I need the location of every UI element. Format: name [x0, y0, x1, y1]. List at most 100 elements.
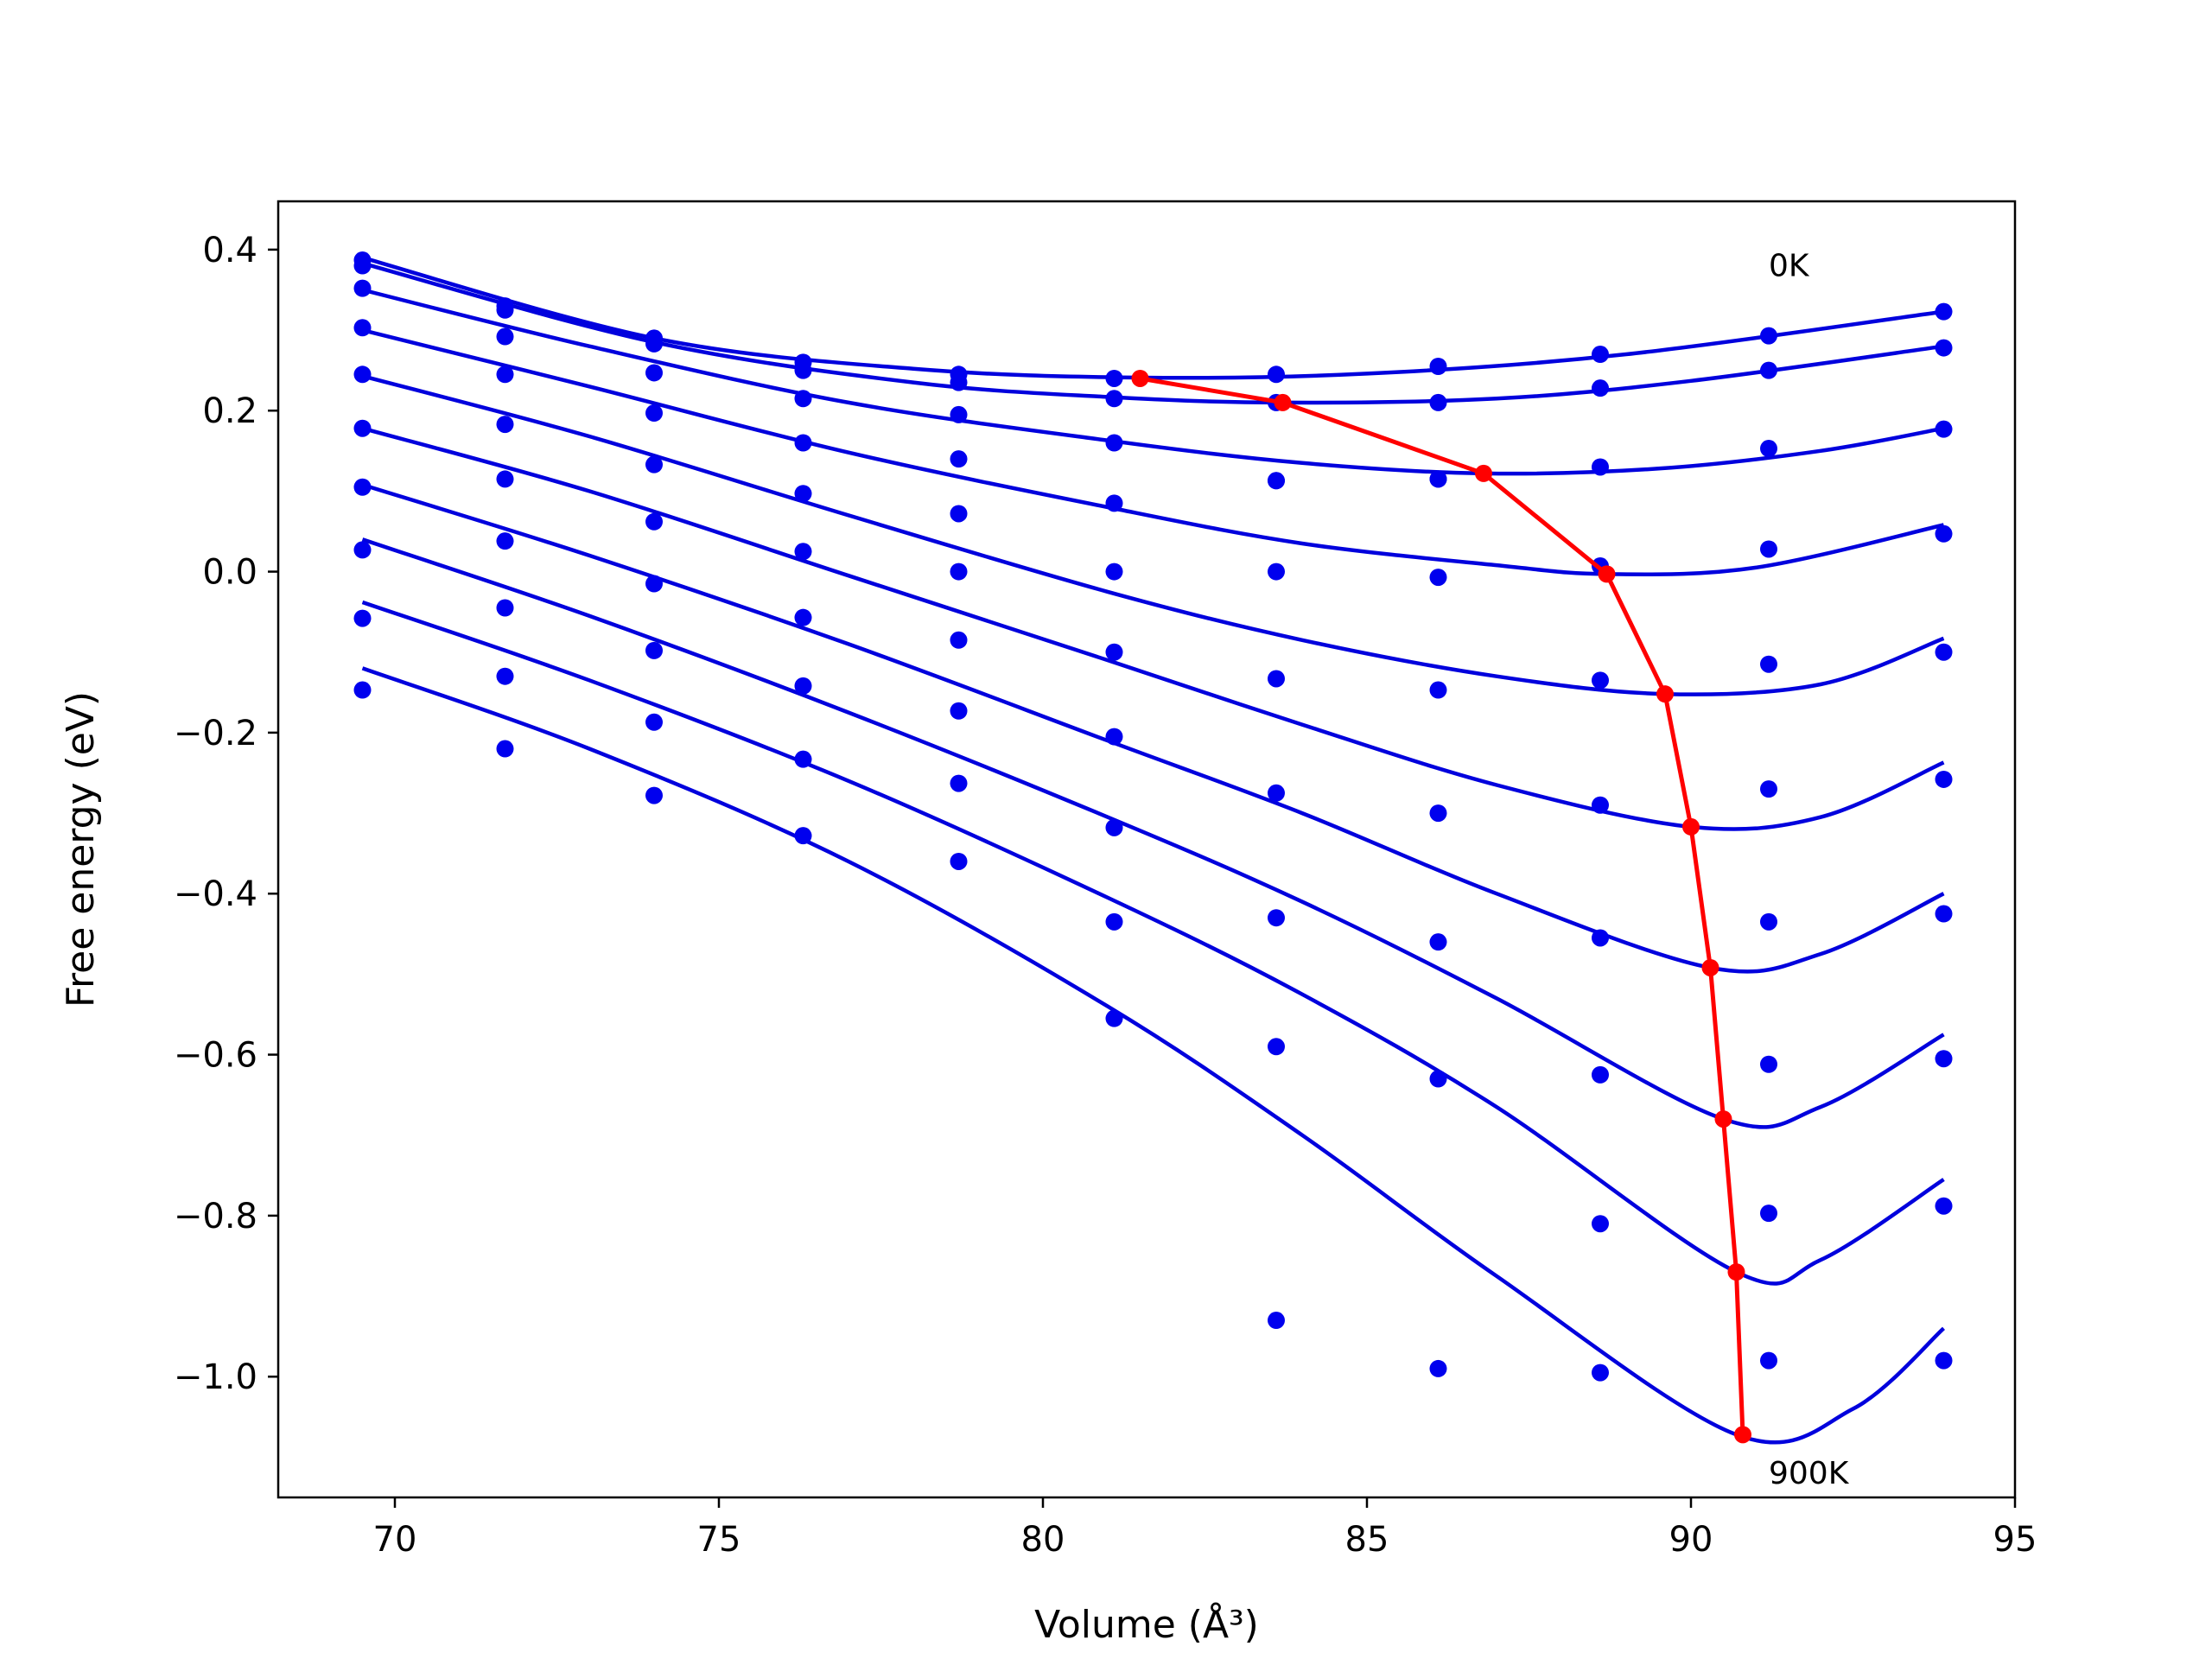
data-point-800K-9	[1760, 1205, 1777, 1223]
data-point-800K-2	[645, 713, 663, 731]
data-point-300K-9	[1760, 540, 1777, 558]
data-point-500K-6	[1268, 670, 1285, 688]
fit-curve-700K	[361, 537, 1945, 1129]
data-point-200K-10	[1935, 420, 1953, 438]
data-point-800K-8	[1592, 1215, 1609, 1233]
data-point-0K-5	[1105, 369, 1123, 387]
minimum-point-4	[1656, 685, 1674, 703]
minimum-point-0	[1131, 369, 1149, 387]
data-point-700K-3	[794, 677, 812, 695]
data-point-600K-6	[1268, 784, 1285, 802]
data-point-100K-3	[794, 361, 812, 379]
data-point-700K-9	[1760, 1055, 1777, 1073]
data-point-500K-7	[1429, 681, 1447, 699]
y-axis-label: Free energy (eV)	[59, 691, 103, 1007]
y-tick-label-5: −0.6	[174, 1036, 257, 1076]
plot-frame	[276, 200, 2017, 1499]
data-point-900K-8	[1592, 1363, 1609, 1382]
x-tick-label-90: 90	[1669, 1520, 1713, 1560]
data-point-200K-4	[950, 405, 968, 423]
data-point-900K-10	[1935, 1351, 1953, 1370]
y-tick-label-1: 0.2	[202, 391, 257, 431]
data-point-900K-9	[1760, 1351, 1777, 1370]
data-point-200K-1	[496, 327, 514, 346]
data-point-100K-1	[496, 301, 514, 319]
data-point-200K-8	[1592, 458, 1609, 476]
data-point-700K-4	[950, 702, 968, 720]
data-point-0K-9	[1760, 327, 1777, 345]
data-point-800K-3	[794, 750, 812, 768]
data-point-900K-4	[950, 852, 968, 870]
data-point-300K-5	[1105, 494, 1123, 512]
x-tick-label-95: 95	[1993, 1520, 2037, 1560]
data-point-100K-9	[1760, 361, 1777, 379]
data-point-100K-7	[1429, 393, 1447, 411]
data-point-100K-2	[645, 334, 663, 353]
data-point-800K-7	[1429, 1070, 1447, 1088]
data-point-400K-0	[353, 365, 372, 384]
fit-curve-300K	[361, 327, 1945, 576]
data-point-300K-3	[794, 434, 812, 452]
data-point-700K-2	[645, 641, 663, 659]
data-point-800K-6	[1268, 1038, 1285, 1056]
minimum-point-6	[1701, 958, 1719, 976]
data-point-800K-5	[1105, 912, 1123, 931]
data-point-500K-5	[1105, 643, 1123, 661]
data-point-600K-2	[645, 575, 663, 593]
data-point-900K-6	[1268, 1312, 1285, 1330]
fit-curve-200K	[361, 288, 1944, 476]
data-point-300K-10	[1935, 524, 1953, 543]
data-point-400K-4	[950, 505, 968, 523]
data-point-700K-5	[1105, 818, 1123, 836]
data-point-700K-8	[1592, 1065, 1609, 1084]
data-point-200K-5	[1105, 434, 1123, 452]
data-point-0K-6	[1268, 365, 1285, 384]
y-tick-label-6: −0.8	[174, 1197, 257, 1236]
minimum-point-3	[1598, 565, 1616, 583]
data-point-400K-3	[794, 485, 812, 503]
data-point-300K-0	[353, 319, 372, 337]
annotations: 0K 900K	[1769, 249, 1850, 1492]
data-point-0K-10	[1935, 302, 1953, 321]
data-point-200K-3	[794, 390, 812, 408]
data-point-500K-1	[496, 470, 514, 488]
data-point-700K-10	[1935, 1050, 1953, 1068]
fit-curve-500K	[361, 426, 1945, 831]
data-point-900K-1	[496, 740, 514, 758]
data-point-100K-0	[353, 257, 372, 275]
x-tick-label-85: 85	[1345, 1520, 1389, 1560]
data-point-600K-7	[1429, 804, 1447, 823]
y-tick-label-0: 0.4	[202, 231, 257, 270]
data-point-400K-10	[1935, 643, 1953, 661]
data-point-900K-0	[353, 681, 372, 699]
data-point-600K-3	[794, 608, 812, 626]
annotation-900K: 900K	[1769, 1456, 1850, 1491]
y-tick-label-4: −0.4	[174, 874, 257, 914]
data-point-400K-7	[1429, 569, 1447, 587]
minimum-point-8	[1727, 1263, 1745, 1281]
data-point-600K-9	[1760, 912, 1777, 931]
data-point-600K-10	[1935, 905, 1953, 923]
fit-curve-400K	[361, 374, 1945, 696]
data-point-600K-4	[950, 631, 968, 649]
fit-curve-900K	[361, 666, 1945, 1445]
data-point-200K-2	[645, 364, 663, 382]
data-point-100K-5	[1105, 390, 1123, 408]
y-tick-label-2: 0.0	[202, 553, 257, 593]
data-point-0K-7	[1429, 357, 1447, 375]
data-point-400K-8	[1592, 671, 1609, 690]
data-point-200K-0	[353, 279, 372, 297]
data-point-900K-3	[794, 827, 812, 845]
data-point-700K-7	[1429, 933, 1447, 951]
data-point-800K-0	[353, 609, 372, 627]
data-point-600K-5	[1105, 728, 1123, 746]
data-point-800K-1	[496, 667, 514, 685]
minimum-point-1	[1274, 393, 1292, 411]
data-point-600K-0	[353, 478, 372, 496]
minimum-point-5	[1682, 817, 1700, 836]
data-point-700K-1	[496, 599, 514, 617]
data-point-100K-8	[1592, 379, 1609, 397]
data-point-300K-1	[496, 365, 514, 384]
minimum-point-7	[1714, 1110, 1732, 1128]
